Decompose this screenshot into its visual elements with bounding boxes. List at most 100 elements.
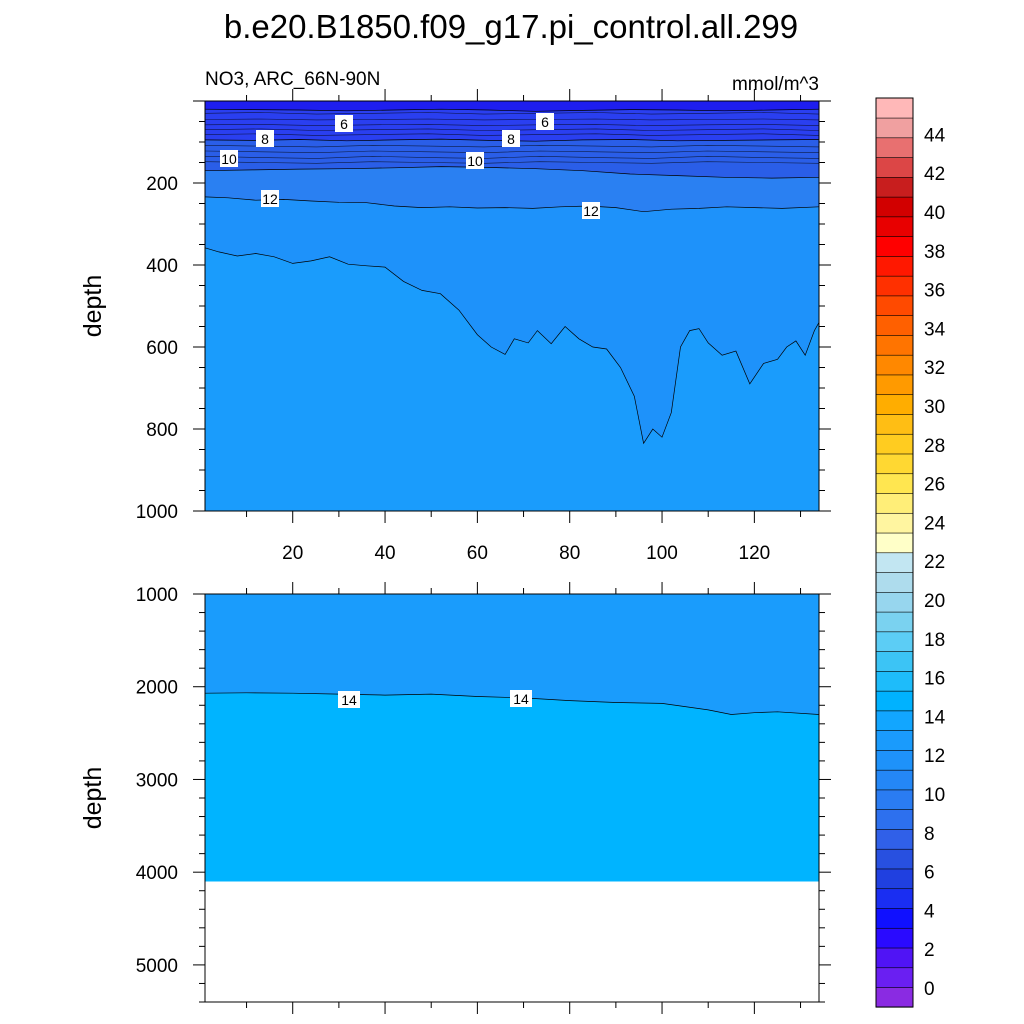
colorbar-swatch <box>875 868 914 890</box>
y-tick-label: 5000 <box>136 956 178 977</box>
colorbar-label: 12 <box>924 746 945 767</box>
thin-contour-line <box>204 118 820 121</box>
colorbar-swatch <box>875 156 914 178</box>
colorbar-label: 22 <box>924 552 945 573</box>
colorbar-swatch <box>875 413 914 435</box>
colorbar-swatch <box>875 255 914 277</box>
colorbar-swatch <box>875 97 914 119</box>
colorbar-label: 24 <box>924 513 946 534</box>
thin-contour-line <box>204 155 820 159</box>
colorbar-swatch <box>875 394 914 415</box>
colorbar-swatch <box>875 492 914 514</box>
x-tick-label: 40 <box>374 543 395 564</box>
colorbar-label: 42 <box>924 164 945 185</box>
thin-contour-line <box>204 161 820 164</box>
colorbar-swatch <box>875 749 914 771</box>
upper-panel: 6 6 8 8 10 10 12 12 200 400 600 800 1000 20 40 60 80 100 1… <box>79 89 831 564</box>
colorbar-swatch <box>875 117 914 139</box>
colorbar-label: 36 <box>924 281 945 302</box>
y-tick-label: 1000 <box>136 502 178 523</box>
band-below-14 <box>205 692 819 882</box>
contour-label: 14 <box>341 692 357 708</box>
colorbar-swatch <box>875 611 914 633</box>
colorbar-swatch <box>875 591 914 613</box>
colorbar-swatch <box>875 907 914 929</box>
thin-contour-line <box>204 112 820 115</box>
colorbar-label: 26 <box>924 475 945 496</box>
contour-label: 8 <box>261 131 269 147</box>
colorbar-label: 32 <box>924 358 945 379</box>
colorbar: 0246810121416182022242628303234363840424… <box>875 97 946 1008</box>
colorbar-label: 44 <box>924 125 946 146</box>
y-tick-label: 200 <box>146 174 178 195</box>
colorbar-swatch <box>875 690 914 712</box>
contour-label: 6 <box>541 114 549 130</box>
contour-label: 6 <box>340 116 348 132</box>
contour-label-box <box>582 202 600 219</box>
colorbar-label: 4 <box>924 901 935 922</box>
colorbar-swatch <box>875 967 914 988</box>
y-tick-label: 3000 <box>136 770 178 791</box>
colorbar-frame <box>875 97 914 1008</box>
colorbar-swatch <box>875 216 914 237</box>
colorbar-swatch <box>875 828 914 850</box>
colorbar-swatch <box>875 789 914 810</box>
y-tick-label: 800 <box>146 420 178 441</box>
colorbar-swatch <box>875 137 914 158</box>
colorbar-swatch <box>875 453 914 475</box>
y-axis-label: depth <box>79 767 107 830</box>
contour-label: 12 <box>262 191 278 207</box>
colorbar-label: 0 <box>924 979 935 1000</box>
colorbar-label: 14 <box>924 707 946 728</box>
colorbar-label: 30 <box>924 397 945 418</box>
colorbar-label: 16 <box>924 669 945 690</box>
colorbar-swatch <box>875 433 914 455</box>
colorbar-label: 8 <box>924 824 935 845</box>
contour-label-box <box>510 690 532 707</box>
figure-title: b.e20.B1850.f09_g17.pi_control.all.299 <box>224 8 798 45</box>
contour-label-box <box>256 130 274 147</box>
y-tick-label: 600 <box>146 338 178 359</box>
colorbar-label: 18 <box>924 630 945 651</box>
contour-label-box <box>335 115 353 132</box>
colorbar-swatch <box>875 176 914 198</box>
contour-label-box <box>338 691 360 708</box>
contour-label: 10 <box>221 151 237 167</box>
colorbar-swatch <box>875 295 914 316</box>
colorbar-swatch <box>875 275 914 297</box>
colorbar-label: 28 <box>924 436 945 457</box>
contour-label: 8 <box>507 131 515 147</box>
x-tick-label: 20 <box>282 543 303 564</box>
colorbar-swatch <box>875 532 914 554</box>
colorbar-swatch <box>875 927 914 949</box>
subtitle-right: mmol/m^3 <box>732 74 819 95</box>
y-axis-label: depth <box>79 275 107 338</box>
x-tick-label: 60 <box>467 543 488 564</box>
contour-line-14 <box>204 692 820 715</box>
colorbar-label: 34 <box>924 319 946 340</box>
colorbar-swatch <box>875 334 914 356</box>
colorbar-swatch <box>875 670 914 692</box>
colorbar-swatch <box>875 848 914 870</box>
y-tick-label: 1000 <box>136 585 178 606</box>
colorbar-swatch <box>875 315 914 336</box>
colorbar-swatch <box>875 809 914 830</box>
subtitle-left: NO3, ARC_66N-90N <box>205 69 380 90</box>
colorbar-swatch <box>875 473 914 494</box>
colorbar-swatch <box>875 196 914 218</box>
colorbar-swatch <box>875 947 914 969</box>
contour-line-12 <box>204 196 820 213</box>
x-tick-label: 120 <box>739 543 771 564</box>
contour-line-6 <box>204 108 820 112</box>
contour-line-10 <box>204 166 820 179</box>
colorbar-label: 6 <box>924 863 935 884</box>
colorbar-swatch <box>875 769 914 791</box>
contour-label: 12 <box>583 203 599 219</box>
colorbar-swatch <box>875 710 914 731</box>
contour-label: 14 <box>513 691 529 707</box>
contour-label: 10 <box>467 153 483 169</box>
y-tick-label: 2000 <box>136 678 178 699</box>
colorbar-swatch <box>875 354 914 376</box>
lower-panel: 14 14 1000 2000 3000 4000 5000 depth <box>79 582 831 1014</box>
